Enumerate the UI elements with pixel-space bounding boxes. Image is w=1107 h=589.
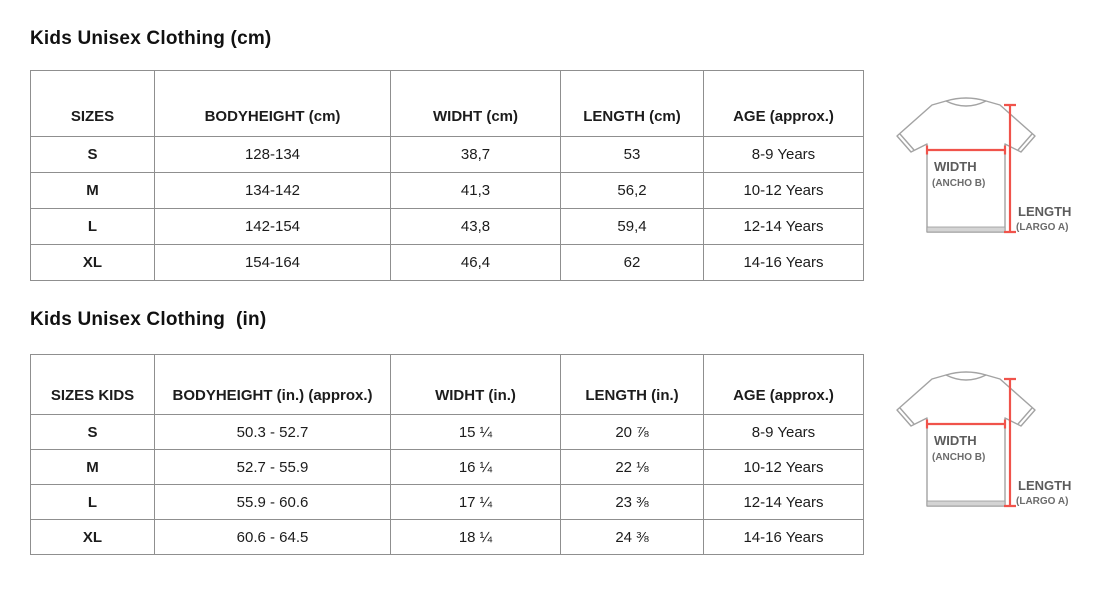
tshirt-diagram-cm: WIDTH LENGTH (ANCHO B) (LARGO A) [891, 92, 1081, 244]
table-row-xl: XL 154-164 46,4 62 14-16 Years [30, 244, 864, 281]
age-cell: 8-9 Years [703, 136, 864, 173]
length-cell: 59,4 [560, 208, 704, 245]
shirt-labels: WIDTH LENGTH [934, 433, 1071, 493]
hem-band [926, 500, 1006, 507]
age-cell: 14-16 Years [703, 519, 864, 555]
column-header-age: AGE (approx.) [703, 354, 864, 415]
bodyheight-cell: 55.9 - 60.6 [154, 484, 391, 520]
sleeve-cuff-left [899, 407, 915, 425]
measure-lines [925, 103, 1016, 234]
length-label: LENGTH [1018, 204, 1071, 219]
age-cell: 12-14 Years [703, 208, 864, 245]
length-cell: 20 ⅞ [560, 414, 704, 450]
bodyheight-cell: 154-164 [154, 244, 391, 281]
size-table-cm: SIZES BODYHEIGHT (cm) WIDHT (cm) LENGTH … [30, 70, 864, 281]
table-row-xl: XL 60.6 - 64.5 18 ¼ 24 ⅜ 14-16 Years [30, 519, 864, 555]
table-row-l: L 142-154 43,8 59,4 12-14 Years [30, 208, 864, 245]
width-cell: 18 ¼ [390, 519, 561, 555]
width-label: WIDTH [934, 433, 977, 448]
header-row: SIZES BODYHEIGHT (cm) WIDHT (cm) LENGTH … [30, 70, 864, 137]
age-cell: 10-12 Years [703, 449, 864, 485]
size-cell: L [30, 208, 155, 245]
table-row-l: L 55.9 - 60.6 17 ¼ 23 ⅜ 12-14 Years [30, 484, 864, 520]
length-cell: 24 ⅜ [560, 519, 704, 555]
table-row-m: M 134-142 41,3 56,2 10-12 Years [30, 172, 864, 209]
width-measure-line [925, 145, 1007, 155]
column-header-width: WIDHT (cm) [390, 70, 561, 137]
bodyheight-cell: 142-154 [154, 208, 391, 245]
table-row-m: M 52.7 - 55.9 16 ¼ 22 ⅛ 10-12 Years [30, 449, 864, 485]
width-cell: 17 ¼ [390, 484, 561, 520]
length-sublabel: (LARGO A) [1016, 496, 1068, 507]
width-cell: 15 ¼ [390, 414, 561, 450]
table-title-cm: Kids Unisex Clothing (cm) [30, 28, 272, 49]
length-cell: 53 [560, 136, 704, 173]
age-cell: 10-12 Years [703, 172, 864, 209]
size-table-in: SIZES KIDS BODYHEIGHT (in.) (approx.) WI… [30, 354, 864, 555]
table-row-s: S 128-134 38,7 53 8-9 Years [30, 136, 864, 173]
size-cell: XL [30, 244, 155, 281]
length-cell: 62 [560, 244, 704, 281]
collar [945, 97, 987, 102]
column-header-bodyheight: BODYHEIGHT (cm) [154, 70, 391, 137]
width-cell: 16 ¼ [390, 449, 561, 485]
size-cell: M [30, 449, 155, 485]
width-sublabel: (ANCHO B) [932, 178, 985, 189]
width-cell: 38,7 [390, 136, 561, 173]
size-cell: M [30, 172, 155, 209]
column-header-bodyheight: BODYHEIGHT (in.) (approx.) [154, 354, 391, 415]
width-label: WIDTH [934, 159, 977, 174]
length-measure-line [1004, 377, 1016, 508]
shirt-sublabels: (ANCHO B) (LARGO A) [932, 178, 1068, 233]
length-measure-line [1004, 103, 1016, 234]
tshirt-diagram-in: WIDTH LENGTH (ANCHO B) (LARGO A) [891, 366, 1081, 518]
column-header-length: LENGTH (in.) [560, 354, 704, 415]
header-row: SIZES KIDS BODYHEIGHT (in.) (approx.) WI… [30, 354, 864, 415]
shirt-labels: WIDTH LENGTH [934, 159, 1071, 219]
age-cell: 12-14 Years [703, 484, 864, 520]
width-sublabel: (ANCHO B) [932, 452, 985, 463]
width-measure-line [925, 419, 1007, 429]
sleeve-cuff-right [1017, 407, 1033, 425]
length-cell: 23 ⅜ [560, 484, 704, 520]
tshirt-outline [896, 374, 1036, 507]
sleeve-cuff-right [1017, 133, 1033, 151]
bodyheight-cell: 50.3 - 52.7 [154, 414, 391, 450]
width-cell: 41,3 [390, 172, 561, 209]
sleeve-cuff-left [899, 133, 915, 151]
table-title-in: Kids Unisex Clothing (in) [30, 309, 267, 330]
column-header-age: AGE (approx.) [703, 70, 864, 137]
length-sublabel: (LARGO A) [1016, 222, 1068, 233]
collar [945, 371, 987, 376]
age-cell: 14-16 Years [703, 244, 864, 281]
size-cell: XL [30, 519, 155, 555]
measure-lines [925, 377, 1016, 508]
width-cell: 43,8 [390, 208, 561, 245]
length-label: LENGTH [1018, 478, 1071, 493]
length-cell: 56,2 [560, 172, 704, 209]
size-cell: S [30, 414, 155, 450]
hem-band [926, 226, 1006, 233]
bodyheight-cell: 134-142 [154, 172, 391, 209]
age-cell: 8-9 Years [703, 414, 864, 450]
column-header-length: LENGTH (cm) [560, 70, 704, 137]
width-cell: 46,4 [390, 244, 561, 281]
table-row-s: S 50.3 - 52.7 15 ¼ 20 ⅞ 8-9 Years [30, 414, 864, 450]
column-header-sizes: SIZES KIDS [30, 354, 155, 415]
tshirt-svg: WIDTH LENGTH (ANCHO B) (LARGO A) [896, 97, 1071, 234]
bodyheight-cell: 60.6 - 64.5 [154, 519, 391, 555]
column-header-width: WIDHT (in.) [390, 354, 561, 415]
column-header-sizes: SIZES [30, 70, 155, 137]
size-cell: L [30, 484, 155, 520]
tshirt-outline [896, 100, 1036, 233]
bodyheight-cell: 128-134 [154, 136, 391, 173]
tshirt-svg: WIDTH LENGTH (ANCHO B) (LARGO A) [896, 371, 1071, 508]
bodyheight-cell: 52.7 - 55.9 [154, 449, 391, 485]
length-cell: 22 ⅛ [560, 449, 704, 485]
size-cell: S [30, 136, 155, 173]
shirt-sublabels: (ANCHO B) (LARGO A) [932, 452, 1068, 507]
